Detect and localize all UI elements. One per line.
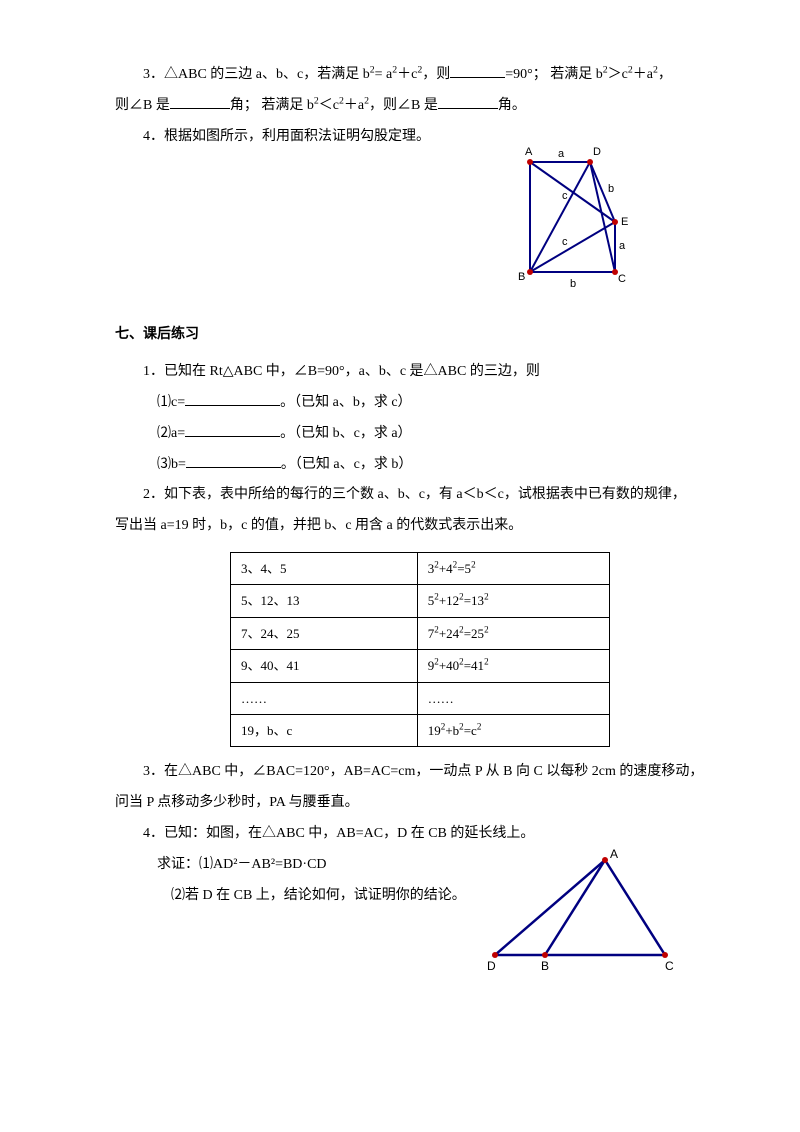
question-3-line2: 则∠B 是角； 若满足 b2＜c2＋a2，则∠B 是角。 xyxy=(115,91,705,122)
table-cell: 7、24、25 xyxy=(231,617,418,649)
s7-q2-line2: 写出当 a=19 时，b，c 的值，并把 b、c 用含 a 的代数式表示出来。 xyxy=(115,511,705,542)
fig2-label-B: B xyxy=(541,959,549,973)
table-row: 7、24、2572+242=252 xyxy=(231,617,610,649)
fig1-label-c1: c xyxy=(562,190,568,202)
s7-q2-line1: 2．如下表，表中所给的每行的三个数 a、b、c，有 a＜b＜c，试根据表中已有数… xyxy=(115,480,705,511)
fig1-label-a1: a xyxy=(558,148,565,160)
blank-field xyxy=(185,391,280,406)
blank-field xyxy=(450,63,505,78)
table-cell: …… xyxy=(231,682,418,714)
fig1-label-E: E xyxy=(621,216,628,228)
table-cell: 72+242=252 xyxy=(417,617,609,649)
table-cell: 92+402=412 xyxy=(417,650,609,682)
table-cell: 9、40、41 xyxy=(231,650,418,682)
section-7-title: 七、课后练习 xyxy=(115,320,705,351)
question-3-line1: 3．△ABC 的三边 a、b、c，若满足 b2= a2＋c2，则=90°； 若满… xyxy=(115,60,705,91)
s7-q1-head: 1．已知在 Rt△ABC 中，∠B=90°，a、b、c 是△ABC 的三边，则 xyxy=(115,357,705,388)
fig1-label-b2: b xyxy=(570,278,576,290)
fig1-label-B: B xyxy=(518,271,525,283)
table-row: 3、4、532+42=52 xyxy=(231,552,610,584)
fig2-label-A: A xyxy=(610,847,618,861)
figure-2: A C B D xyxy=(475,840,685,985)
table-row: ………… xyxy=(231,682,610,714)
blank-field xyxy=(186,453,281,468)
blank-field xyxy=(438,94,498,109)
fig1-label-D: D xyxy=(593,146,601,158)
table-cell: 52+122=132 xyxy=(417,585,609,617)
s7-q3-line2: 问当 P 点移动多少秒时，PA 与腰垂直。 xyxy=(115,788,705,819)
table-row: 19，b、c192+b2=c2 xyxy=(231,714,610,746)
blank-field xyxy=(185,422,280,437)
table-cell: 3、4、5 xyxy=(231,552,418,584)
table-cell: 32+42=52 xyxy=(417,552,609,584)
figure-1: A D E C B a b a b c c xyxy=(115,137,705,302)
table-row: 9、40、4192+402=412 xyxy=(231,650,610,682)
document-page: 3．△ABC 的三边 a、b、c，若满足 b2= a2＋c2，则=90°； 若满… xyxy=(0,0,800,1045)
s7-q1-a: ⑵a=。（已知 b、c，求 a） xyxy=(115,419,705,450)
s7-q3-line1: 3．在△ABC 中，∠BAC=120°，AB=AC=cm，一动点 P 从 B 向… xyxy=(115,757,705,788)
table-cell: …… xyxy=(417,682,609,714)
table-cell: 19，b、c xyxy=(231,714,418,746)
fig1-label-C: C xyxy=(618,273,626,285)
fig2-label-C: C xyxy=(665,959,674,973)
table-row: 5、12、1352+122=132 xyxy=(231,585,610,617)
fig1-label-A: A xyxy=(525,146,533,158)
table-cell: 5、12、13 xyxy=(231,585,418,617)
blank-field xyxy=(170,94,230,109)
s7-q1-b: ⑶b=。（已知 a、c，求 b） xyxy=(115,450,705,481)
fig1-label-a2: a xyxy=(619,240,626,252)
fig1-label-b1: b xyxy=(608,183,614,195)
fig1-label-c2: c xyxy=(562,236,568,248)
fig2-label-D: D xyxy=(487,959,496,973)
pythagorean-table: 3、4、532+42=525、12、1352+122=1327、24、2572+… xyxy=(230,552,705,747)
s7-q1-c: ⑴c=。（已知 a、b，求 c） xyxy=(115,388,705,419)
table-cell: 192+b2=c2 xyxy=(417,714,609,746)
